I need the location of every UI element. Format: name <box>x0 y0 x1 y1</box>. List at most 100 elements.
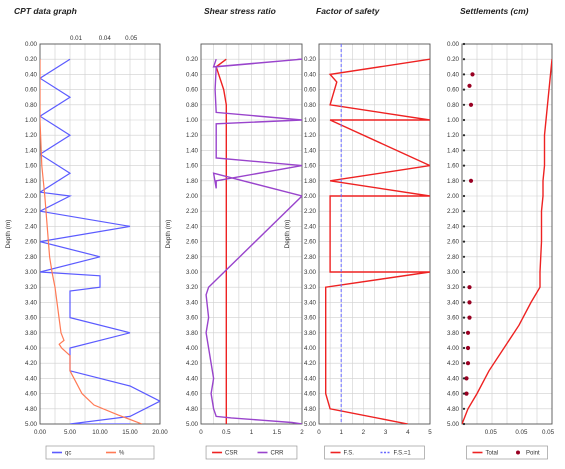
y-tick-label: 2.80 <box>304 254 317 261</box>
y-tick-label: 3.40 <box>304 299 317 306</box>
y-tick-label: 0.60 <box>25 87 38 94</box>
panel-2: Shear stress ratio 0.20 0.40 0.60 0.80 1.00 1.… <box>165 6 304 460</box>
y-tick-label: 4.60 <box>304 391 317 398</box>
series-qc-line <box>40 58 160 424</box>
y-tick-label: 3.00 <box>186 269 199 276</box>
axis-dot <box>462 407 466 410</box>
axis-dot <box>462 346 466 350</box>
axis-dot <box>462 164 466 167</box>
y-tick-label: 4.60 <box>25 391 38 398</box>
data-point <box>467 315 472 320</box>
y-tick-label: 4.80 <box>447 406 460 413</box>
legend-label: CSR <box>225 451 238 457</box>
y-tick-label: 3.80 <box>304 330 317 337</box>
legend-label: Total <box>486 451 499 457</box>
panel-title: CPT data graph <box>14 6 77 16</box>
axis-dot <box>462 255 466 258</box>
y-tick-label: 0.60 <box>186 87 199 94</box>
y-tick-label: 3.00 <box>304 269 317 276</box>
data-point <box>464 391 469 396</box>
y-tick-label: 4.20 <box>25 360 38 367</box>
x-tick-label: 5.00 <box>64 429 77 436</box>
axis-dot <box>462 103 466 106</box>
y-tick-label: 0.20 <box>186 56 199 63</box>
x2-tick-label: 0.04 <box>99 35 112 42</box>
y-tick-label: 4.20 <box>186 360 199 367</box>
y-tick-label: 5.00 <box>186 421 199 428</box>
x-tick-label: 10.00 <box>92 429 108 436</box>
y-tick-label: 1.00 <box>447 117 460 124</box>
y-tick-label: 0.00 <box>447 41 460 48</box>
y-tick-label: 3.60 <box>25 315 38 322</box>
y-tick-label: 1.80 <box>304 178 317 185</box>
axis-dot <box>462 362 466 365</box>
y-tick-label: 2.40 <box>447 223 460 230</box>
y-tick-label: 4.40 <box>447 375 460 382</box>
y-tick-label: 1.00 <box>25 117 38 124</box>
y-tick-label: 5.00 <box>304 421 317 428</box>
y-tick-label: 3.80 <box>186 330 199 337</box>
y-tick-label: 1.60 <box>304 163 317 170</box>
y-tick-label: 3.60 <box>304 315 317 322</box>
y-tick-label: 3.40 <box>447 299 460 306</box>
legend: CSR CRR <box>205 445 298 460</box>
legend-label: % <box>119 451 125 457</box>
axis-dot <box>462 331 466 334</box>
x-tick-label: 0 <box>317 429 321 436</box>
axis-dot <box>462 392 466 395</box>
y-axis-label: Depth (m) <box>165 220 172 249</box>
y-tick-label: 2.60 <box>186 239 199 246</box>
x-tick-label: 3 <box>384 429 388 436</box>
y-tick-label: 1.20 <box>25 132 38 139</box>
y-tick-label: 2.60 <box>304 239 317 246</box>
y-tick-label: 1.40 <box>447 147 460 154</box>
legend-label: CRR <box>271 451 285 457</box>
data-point <box>467 285 472 290</box>
x-tick-label: 20.00 <box>152 429 168 436</box>
y-tick-label: 3.80 <box>447 330 460 337</box>
x-tick-label: 1 <box>339 429 343 436</box>
y-tick-label: 2.80 <box>25 254 38 261</box>
y-tick-label: 1.20 <box>304 132 317 139</box>
series-csr-line <box>215 58 228 424</box>
x-tick-label: 2 <box>362 429 366 436</box>
y-tick-label: 4.40 <box>25 375 38 382</box>
y-axis-label: Depth (m) <box>284 220 291 249</box>
axis-dot <box>462 118 466 122</box>
y-tick-label: 1.00 <box>304 117 317 124</box>
y-tick-label: 1.60 <box>447 163 460 170</box>
x-tick-label: 1.5 <box>272 429 281 436</box>
y-tick-label: 2.40 <box>304 223 317 230</box>
legend-swatch <box>516 450 520 455</box>
x-tick-label: 1 <box>250 429 254 436</box>
series-f-s--line <box>325 58 430 424</box>
plot-frame <box>318 43 431 425</box>
x2-tick-label: 0.05 <box>125 35 138 42</box>
y-tick-label: 0.20 <box>25 56 38 63</box>
y-tick-label: 0.40 <box>304 71 317 78</box>
panel-1: CPT data graph 0.00 0.20 0.40 0.60 0.80 1.00 1.… <box>5 6 168 460</box>
x-tick-label: 2 <box>300 429 304 436</box>
y-tick-label: 0.00 <box>25 41 38 48</box>
x-tick-label: 0.05 <box>515 429 528 436</box>
y-tick-label: 3.20 <box>304 284 317 291</box>
y-tick-label: 4.40 <box>304 375 317 382</box>
y-tick-label: 4.00 <box>25 345 38 352</box>
y-tick-label: 4.80 <box>304 406 317 413</box>
y-tick-label: 0.80 <box>186 102 199 109</box>
y-tick-label: 4.60 <box>186 391 199 398</box>
data-point <box>464 376 469 381</box>
y-tick-label: 2.80 <box>447 254 460 261</box>
y-tick-label: 0.60 <box>304 87 317 94</box>
legend-box <box>45 445 155 460</box>
y-tick-label: 1.20 <box>447 132 460 139</box>
axis-dot <box>462 179 466 182</box>
y-tick-label: 2.60 <box>25 239 38 246</box>
y-tick-label: 2.00 <box>447 193 460 200</box>
y-tick-label: 4.80 <box>25 406 38 413</box>
y-tick-label: 2.40 <box>25 223 38 230</box>
y-tick-label: 3.20 <box>186 284 199 291</box>
axis-dot <box>462 422 466 426</box>
data-point <box>470 72 475 77</box>
y-tick-label: 3.60 <box>186 315 199 322</box>
